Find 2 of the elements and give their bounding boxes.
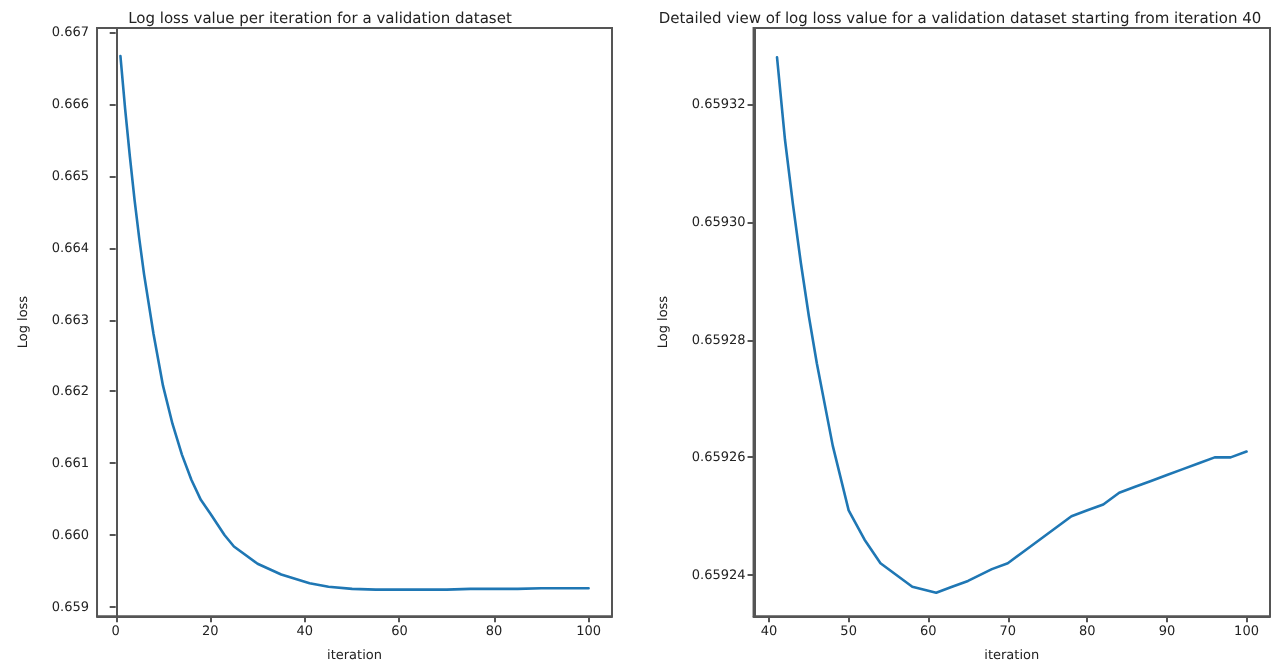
line-series bbox=[775, 56, 1248, 594]
line-series bbox=[119, 54, 590, 591]
